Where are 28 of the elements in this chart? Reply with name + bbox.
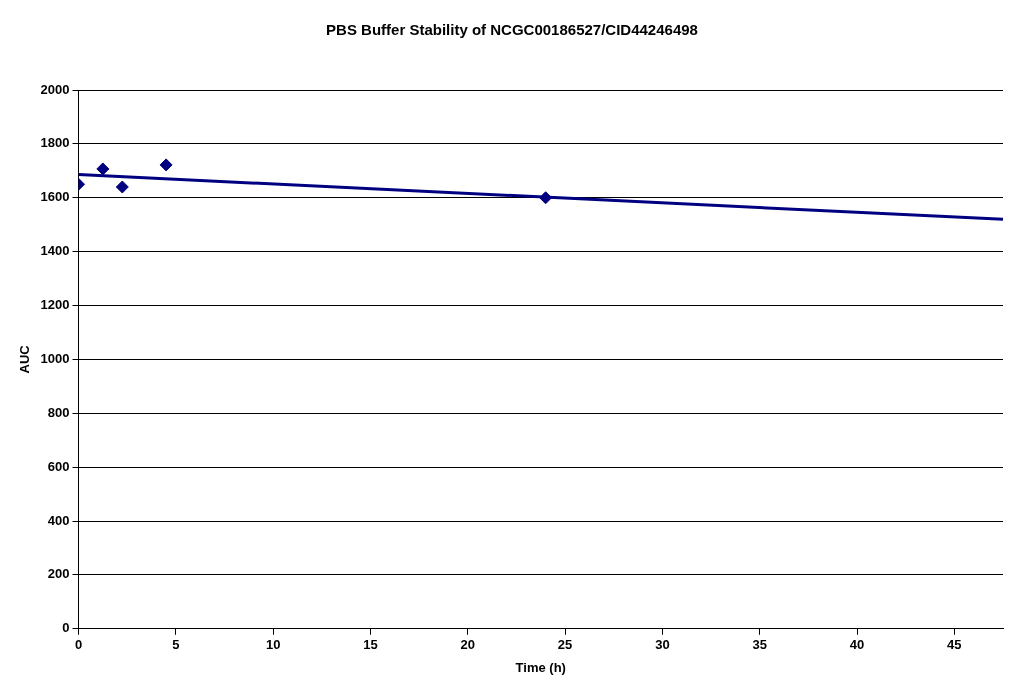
y-tick-label: 2000 bbox=[40, 81, 70, 97]
x-tick-label: 40 bbox=[849, 637, 865, 653]
x-tick-label: 30 bbox=[655, 637, 670, 653]
x-tick-label: 15 bbox=[363, 637, 378, 653]
x-tick-label: 45 bbox=[947, 637, 962, 653]
y-tick-label: 1000 bbox=[40, 350, 70, 366]
y-tick-label: 600 bbox=[47, 458, 70, 474]
y-tick-label: 1600 bbox=[40, 189, 70, 205]
y-tick-label: 200 bbox=[47, 566, 70, 582]
x-tick-label: 35 bbox=[752, 637, 767, 653]
x-tick-label: 10 bbox=[265, 637, 281, 653]
y-tick-label: 400 bbox=[47, 512, 70, 528]
y-tick-label: 1800 bbox=[40, 135, 70, 151]
point bbox=[159, 158, 173, 172]
y-tick-label: 1400 bbox=[40, 243, 70, 259]
x-tick-label: 5 bbox=[172, 637, 180, 653]
point bbox=[96, 162, 110, 176]
x-tick-label: 20 bbox=[460, 637, 476, 653]
point bbox=[539, 191, 553, 205]
chart-title: PBS Buffer Stability of NCGC00186527/CID44246498 bbox=[326, 21, 698, 39]
y-tick-label: 800 bbox=[47, 404, 70, 420]
y-axis-title: AUC bbox=[17, 344, 33, 374]
y-tick-label: 0 bbox=[62, 620, 70, 636]
y-tick-label: 1200 bbox=[40, 297, 70, 313]
point bbox=[115, 180, 129, 194]
x-tick-label: 0 bbox=[74, 637, 83, 653]
x-tick-label: 25 bbox=[557, 637, 573, 653]
x-axis-title: Time (h) bbox=[515, 659, 566, 675]
